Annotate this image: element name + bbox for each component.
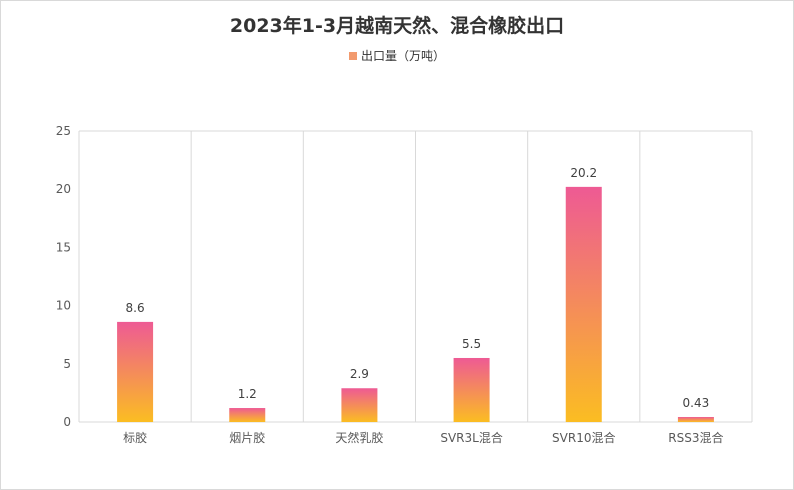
bar bbox=[453, 357, 490, 422]
bar bbox=[229, 408, 266, 422]
y-tick-label: 25 bbox=[56, 124, 71, 138]
chart-title: 2023年1-3月越南天然、混合橡胶出口 bbox=[229, 15, 565, 37]
y-tick-label: 20 bbox=[56, 182, 71, 196]
y-tick-label: 10 bbox=[56, 299, 71, 313]
data-label: 5.5 bbox=[462, 337, 481, 351]
bar bbox=[677, 416, 714, 422]
bar bbox=[565, 186, 602, 422]
x-tick-label: SVR10混合 bbox=[552, 430, 615, 445]
bar bbox=[117, 321, 154, 422]
data-label: 8.6 bbox=[126, 301, 145, 315]
y-tick-label: 5 bbox=[63, 357, 71, 371]
x-tick-label: 天然乳胶 bbox=[335, 430, 383, 445]
x-tick-label: SVR3L混合 bbox=[440, 430, 503, 445]
x-tick-label: RSS3混合 bbox=[668, 430, 723, 445]
bar bbox=[341, 388, 378, 422]
data-label: 0.43 bbox=[683, 396, 710, 410]
data-label: 1.2 bbox=[238, 387, 257, 401]
y-tick-label: 0 bbox=[63, 415, 71, 429]
legend-swatch bbox=[348, 52, 357, 60]
x-tick-label: 烟片胶 bbox=[229, 430, 265, 445]
chart-legend: 出口量（万吨） bbox=[1, 47, 793, 64]
x-tick-label: 标胶 bbox=[123, 430, 147, 445]
data-label: 20.2 bbox=[570, 166, 597, 180]
legend-label: 出口量（万吨） bbox=[360, 49, 445, 63]
y-tick-label: 15 bbox=[56, 240, 71, 254]
data-label: 2.9 bbox=[350, 367, 369, 381]
